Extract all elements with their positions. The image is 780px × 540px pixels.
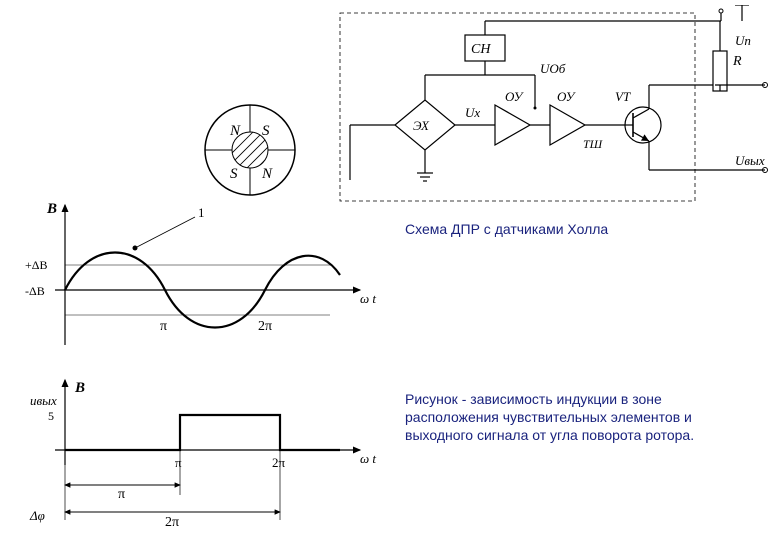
label-CH: CH — [471, 42, 491, 57]
sq-dphi: Δφ — [29, 508, 45, 523]
label-EX: ЭХ — [413, 118, 430, 133]
label-VT: VT — [615, 89, 631, 104]
rotor-S1: S — [262, 123, 270, 139]
sine-pi: π — [160, 319, 167, 334]
rotor-N2: N — [261, 166, 273, 182]
caption-circuit: Схема ДПР с датчиками Холла — [405, 220, 608, 238]
rotor-S2: S — [230, 166, 238, 182]
sine-curve-label: 1 — [198, 205, 205, 220]
circuit-schematic: CH UОб ЭХ Uх ОУ ТШ ОУ VT — [335, 5, 775, 205]
sq-xlabel: ω t — [360, 451, 376, 466]
squarewave-plot: B uвых ω t 5 π 2π π 2π Δφ — [20, 370, 380, 540]
figure-container: N S S N CH UОб ЭХ Uх ОУ ТШ — [0, 0, 780, 540]
sinewave-plot: B ω t +ΔB -ΔB 1 π 2π — [20, 195, 380, 355]
label-Uout: Uвых — [735, 153, 765, 168]
label-OY1: ОУ — [505, 89, 525, 104]
sq-ylabel: B — [74, 380, 85, 396]
label-OY2: ОУ — [557, 89, 577, 104]
sine-xlabel: ω t — [360, 291, 376, 306]
sq-ylabel2: uвых — [30, 393, 57, 408]
label-TSH: ТШ — [583, 137, 604, 151]
sq-2pi: 2π — [272, 455, 286, 470]
label-Ux: Uх — [465, 105, 480, 120]
sine-2pi: 2π — [258, 319, 272, 334]
caption-plot: Рисунок - зависимость индукции в зоне ра… — [405, 390, 735, 445]
sq-dim-pi: π — [118, 487, 125, 502]
sq-dim-2pi: 2π — [165, 515, 179, 530]
sine-ylabel: B — [46, 201, 57, 217]
sq-ytick: 5 — [48, 409, 54, 423]
sine-plus: +ΔB — [25, 258, 48, 272]
label-Up: Uп — [735, 33, 751, 48]
rotor-N1: N — [229, 123, 241, 139]
sq-pi: π — [175, 455, 182, 470]
sine-minus: -ΔB — [25, 284, 45, 298]
rotor-diagram: N S S N — [190, 90, 310, 210]
label-R: R — [732, 54, 742, 69]
label-Uof: UОб — [540, 61, 566, 76]
